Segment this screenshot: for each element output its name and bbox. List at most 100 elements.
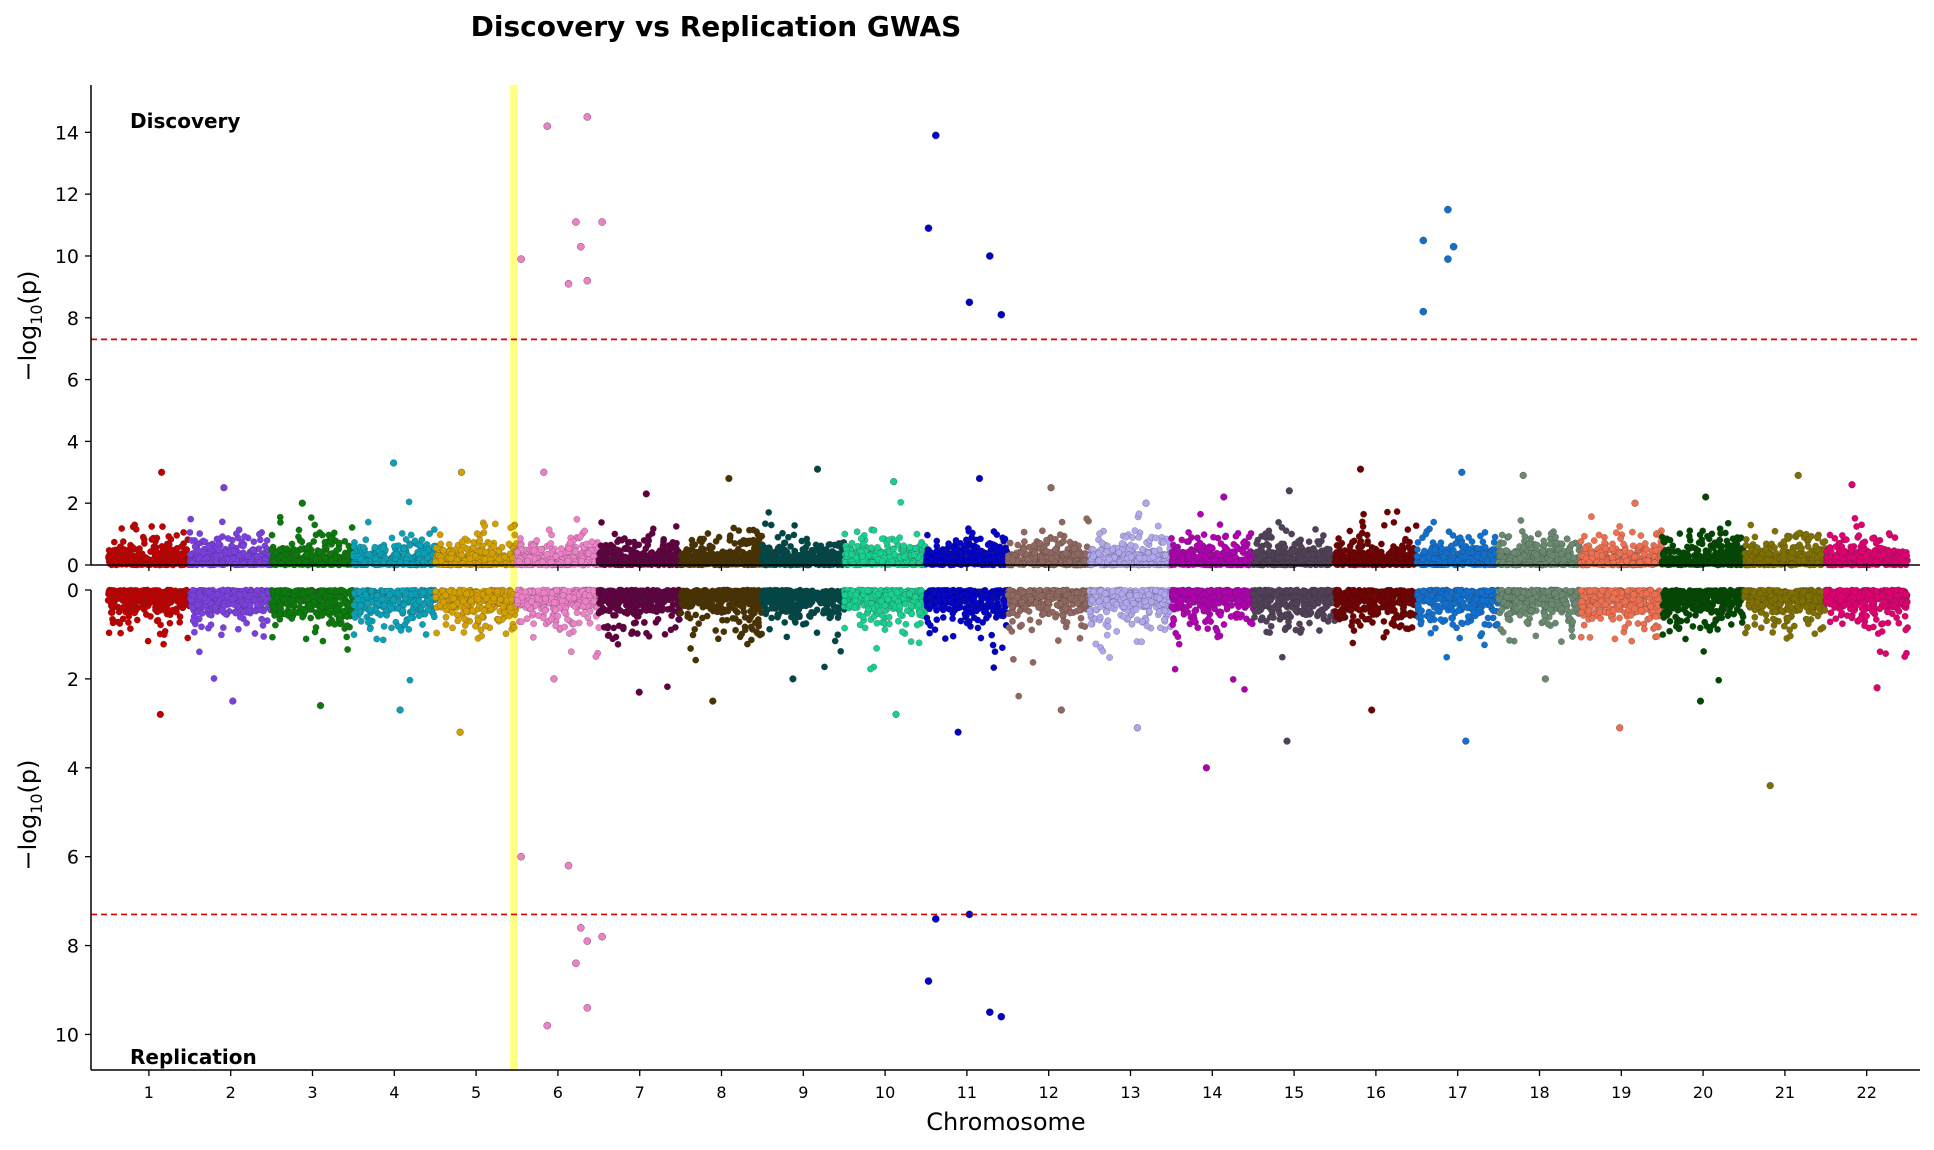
snp-point — [437, 557, 445, 565]
snp-point — [327, 557, 335, 565]
snp-point — [779, 529, 786, 537]
snp-point — [545, 526, 553, 534]
snp-point — [1288, 530, 1295, 538]
snp-point — [923, 560, 930, 568]
snp-point — [250, 538, 258, 546]
snp-point — [458, 538, 466, 546]
snp-point — [1115, 549, 1123, 556]
snp-point — [1220, 493, 1228, 501]
snp-point — [828, 557, 836, 565]
snp-point — [1186, 548, 1194, 556]
snp-point — [1042, 547, 1050, 555]
snp-point — [1149, 553, 1157, 561]
snp-point — [848, 550, 855, 558]
snp-point — [1200, 531, 1208, 538]
snp-point — [696, 537, 704, 544]
snp-point — [379, 544, 387, 552]
snp-point — [1230, 540, 1238, 548]
snp-point — [1275, 554, 1283, 562]
snp-point — [364, 518, 372, 526]
snp-point — [913, 530, 921, 538]
snp-point — [543, 551, 551, 558]
snp-point — [1229, 548, 1236, 556]
snp-point — [791, 550, 798, 558]
snp-point — [457, 468, 466, 476]
snp-point — [1070, 545, 1078, 552]
snp-point — [1131, 527, 1139, 535]
snp-point — [1222, 532, 1230, 540]
snp-point — [154, 555, 161, 562]
snp-point — [765, 509, 773, 516]
snp-point — [565, 545, 573, 552]
snp-point — [133, 555, 141, 563]
snp-point — [220, 484, 228, 492]
snp-point — [298, 499, 306, 507]
snp-point — [105, 552, 113, 560]
snp-point — [908, 560, 916, 568]
snp-point — [1006, 539, 1014, 547]
snp-point — [1109, 546, 1116, 553]
snp-point — [201, 538, 209, 546]
snp-point — [1283, 554, 1291, 561]
snp-point — [867, 544, 875, 552]
snp-point — [813, 465, 822, 473]
snp-point — [476, 536, 484, 544]
snp-point — [513, 548, 521, 556]
snp-point — [1169, 560, 1176, 568]
snp-point — [318, 531, 326, 539]
snp-point — [659, 541, 667, 549]
snp-point — [577, 533, 584, 541]
snp-point — [1281, 544, 1289, 551]
snp-point — [472, 552, 479, 560]
snp-point — [488, 549, 496, 557]
snp-point — [547, 540, 555, 547]
snp-point — [821, 546, 828, 554]
snp-point — [1168, 534, 1175, 542]
snp-point — [439, 546, 447, 554]
snp-point — [1275, 548, 1282, 555]
snp-point — [1275, 518, 1282, 526]
snp-point — [312, 531, 320, 539]
snp-point — [1197, 552, 1205, 559]
snp-point — [140, 554, 148, 561]
snp-point — [984, 541, 992, 549]
snp-point — [819, 557, 827, 564]
chart-title: Discovery vs Replication GWAS — [471, 10, 962, 43]
snp-point — [119, 538, 127, 545]
snp-point — [993, 557, 1000, 565]
snp-point — [180, 550, 187, 558]
snp-point — [1316, 554, 1323, 562]
snp-point — [1062, 550, 1070, 557]
snp-point — [268, 546, 276, 554]
snp-point — [1160, 538, 1167, 546]
snp-point — [110, 546, 118, 554]
snp-point — [1135, 533, 1143, 541]
snp-point — [398, 530, 406, 537]
snp-point — [666, 556, 673, 564]
snp-point — [709, 543, 716, 551]
snp-point — [388, 534, 396, 542]
snp-point — [131, 545, 139, 553]
snp-point — [939, 546, 947, 553]
snp-point — [910, 551, 918, 559]
snp-point — [362, 536, 370, 544]
snp-point — [768, 560, 776, 568]
snp-point — [629, 547, 636, 555]
snp-point — [186, 529, 194, 536]
snp-point — [316, 548, 323, 556]
snp-point — [696, 548, 703, 556]
snp-point — [1039, 527, 1046, 535]
snp-point — [615, 547, 623, 554]
snp-point — [1001, 535, 1009, 543]
snp-point — [199, 549, 207, 557]
snp-point — [624, 539, 632, 546]
snp-point — [728, 560, 736, 568]
snp-point — [1021, 538, 1028, 545]
snp-point — [318, 560, 326, 568]
snp-point — [335, 539, 343, 547]
snp-point — [892, 537, 900, 545]
snp-point — [912, 544, 920, 552]
snp-point — [618, 536, 626, 544]
snp-point — [283, 545, 291, 553]
